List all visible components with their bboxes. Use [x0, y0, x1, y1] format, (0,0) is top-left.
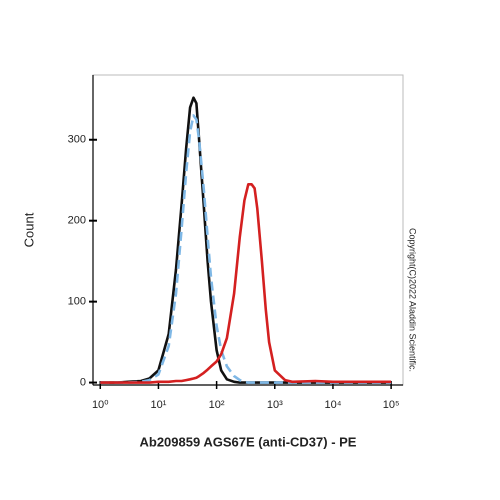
x-tick-label: 10⁵ — [383, 399, 400, 411]
x-tick-label: 10² — [209, 399, 225, 411]
y-tick-label: 0 — [80, 376, 86, 388]
y-tick-label: 300 — [68, 134, 86, 146]
copyright: Copyright(C)2022 Aladdin Scientific. — [408, 228, 418, 372]
x-axis-title: Ab209859 AGS67E (anti-CD37) - PE — [140, 434, 357, 449]
x-tick-label: 10³ — [267, 399, 283, 411]
x-tick-label: 10¹ — [150, 399, 166, 411]
histogram-line — [100, 114, 392, 384]
plot-frame — [92, 74, 404, 386]
y-tick-label: 200 — [68, 215, 86, 227]
x-tick-label: 10⁴ — [324, 399, 341, 411]
histogram-line — [100, 183, 392, 384]
y-tick-label: 100 — [68, 296, 86, 308]
y-axis-title: Count — [21, 212, 36, 247]
x-tick-label: 10⁰ — [92, 399, 109, 411]
histogram-line — [100, 96, 392, 384]
